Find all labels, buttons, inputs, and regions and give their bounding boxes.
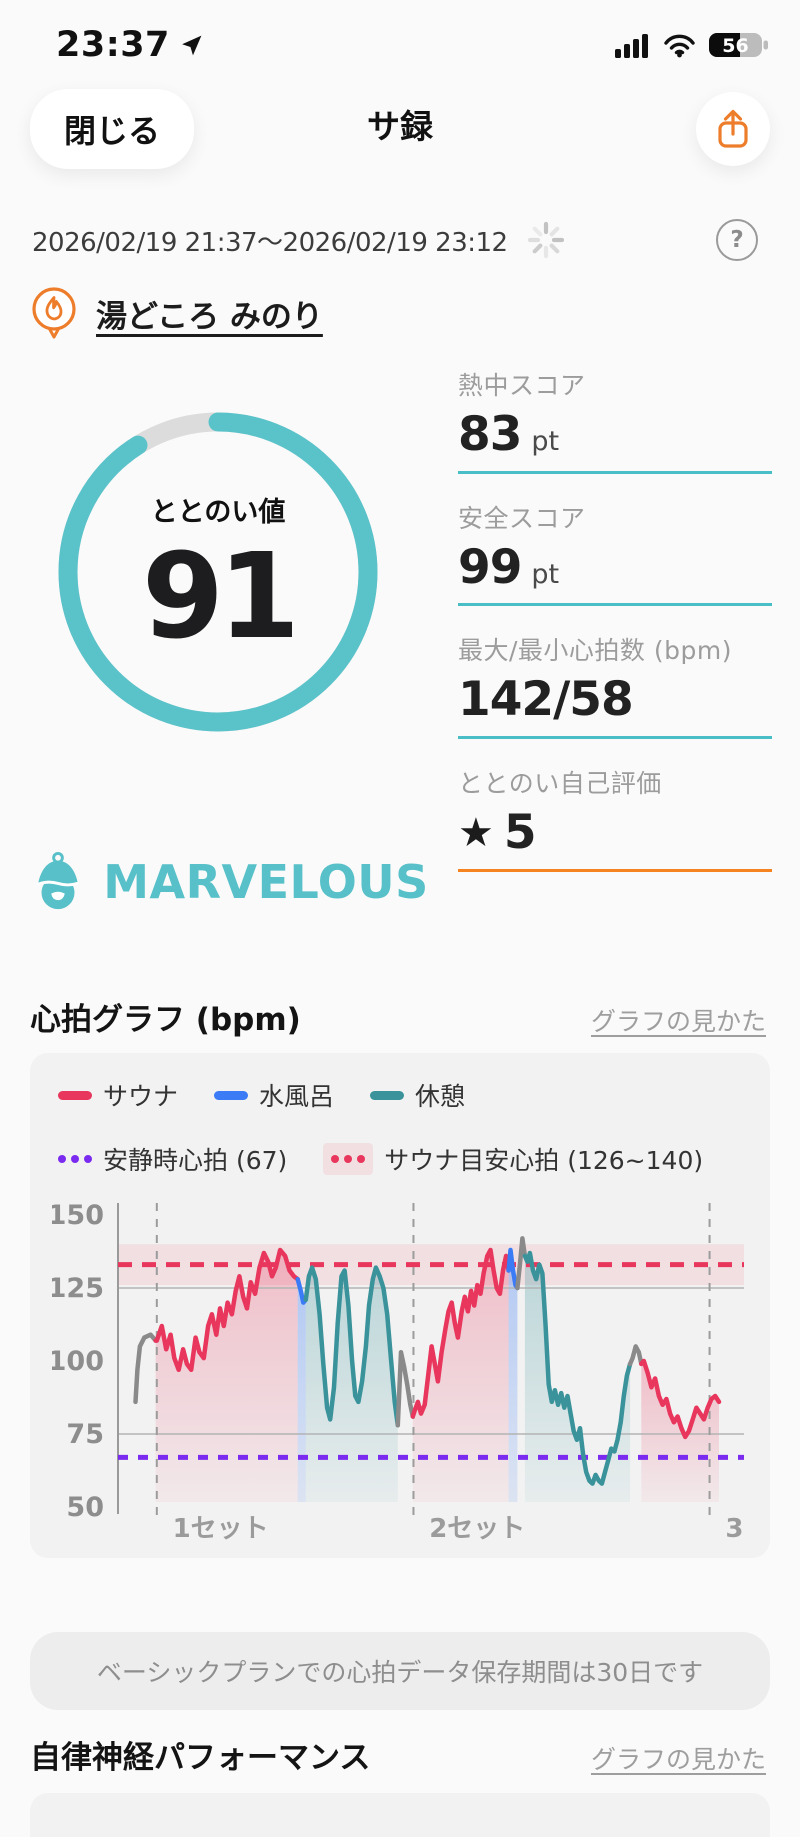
nav-header: サ録 閉じる	[0, 70, 800, 172]
svg-text:50: 50	[66, 1492, 104, 1523]
svg-text:1セット: 1セット	[173, 1514, 269, 1544]
legend-resting-hr: 安静時心拍 (67)	[58, 1141, 287, 1177]
stat-value: 83	[458, 407, 522, 462]
hr-section-title: 心拍グラフ (bpm)	[30, 1002, 301, 1038]
gauge-center: ととのい値 91	[48, 402, 388, 742]
venue-row: 湯どころ みのり	[0, 262, 800, 340]
status-time: 23:37	[56, 25, 204, 65]
stat-heat-score: 熱中スコア 83 pt	[458, 366, 772, 474]
svg-text:3: 3	[725, 1514, 743, 1544]
legend-label: サウナ目安心拍 (126~140)	[384, 1146, 704, 1175]
svg-text:150: 150	[52, 1200, 104, 1231]
stat-safety-score: 安全スコア 99 pt	[458, 499, 772, 607]
session-meta-row: 2026/02/19 21:37～2026/02/19 23:12 ?	[0, 172, 800, 262]
stat-max-min-hr: 最大/最小心拍数 (bpm) 142/58	[458, 631, 772, 740]
ans-section-header: 自律神経パフォーマンス グラフの見かた	[30, 1732, 766, 1777]
ans-chart-card-top	[30, 1793, 770, 1837]
stats-column: 熱中スコア 83 pt 安全スコア 99 pt 最大/最小心拍数 (bpm) 1…	[458, 366, 772, 897]
sauna-hat-icon	[37, 851, 80, 910]
score-area: ととのい値 91 MARVELOUS 熱中スコア 83 pt 安全スコア 99 …	[0, 364, 800, 940]
status-bar: 23:37 56	[0, 0, 800, 70]
close-button[interactable]: 閉じる	[30, 89, 195, 169]
battery-icon: 56	[709, 33, 768, 57]
loading-spinner-icon	[527, 221, 564, 259]
cold-bath-line-swatch	[214, 1090, 249, 1100]
legend-label: 安静時心拍 (67)	[103, 1146, 288, 1175]
totonoi-gauge-ring	[58, 412, 378, 732]
hr-chart-svg: 150 125 100 75 50 1セット 2セット 3	[48, 1200, 744, 1544]
stat-label: 安全スコア	[458, 503, 586, 533]
svg-text:2セット: 2セット	[429, 1514, 525, 1544]
battery-percent-text: 56	[722, 35, 748, 57]
stat-value: 99	[458, 539, 522, 595]
legend-sauna: サウナ	[58, 1077, 178, 1113]
share-icon	[718, 109, 748, 148]
location-arrow-icon	[182, 35, 202, 55]
rating-row: MARVELOUS	[0, 850, 456, 914]
gauge-value: 91	[141, 526, 300, 665]
stat-label: 熱中スコア	[458, 371, 586, 400]
stat-unit: pt	[531, 558, 560, 590]
page-title: サ録	[367, 107, 433, 146]
stat-value: 142/58	[458, 672, 634, 728]
status-icons: 56	[615, 30, 770, 60]
svg-text:75: 75	[66, 1419, 104, 1450]
hr-chart-card: サウナ 水風呂 休憩 安静時心拍 (67) サウナ目安心拍 (126~140)	[30, 1053, 770, 1558]
gauge-arc	[58, 412, 378, 732]
cellular-signal-icon	[615, 34, 648, 58]
hr-section-header: 心拍グラフ (bpm) グラフの見かた	[30, 994, 766, 1039]
legend-cold-bath: 水風呂	[214, 1077, 334, 1113]
flame-pin-icon	[32, 287, 76, 339]
stat-value: 5	[503, 805, 537, 861]
stat-label: ととのい自己評価	[458, 769, 662, 799]
svg-text:100: 100	[52, 1346, 104, 1377]
star-icon: ★	[458, 810, 494, 857]
stat-self-rating: ととのい自己評価 ★ 5	[458, 764, 772, 872]
legend-label: 休憩	[415, 1082, 466, 1111]
ans-section-title: 自律神経パフォーマンス	[30, 1740, 371, 1776]
legend-label: サウナ	[103, 1082, 179, 1111]
gauge-label: ととのい値	[150, 496, 286, 528]
rest-line-swatch	[370, 1090, 405, 1100]
session-date-range: 2026/02/19 21:37～2026/02/19 23:12	[32, 227, 508, 258]
clock-text: 23:37	[56, 25, 170, 65]
rating-text: MARVELOUS	[103, 855, 429, 909]
hr-chart-legend: サウナ 水風呂 休憩 安静時心拍 (67) サウナ目安心拍 (126~140)	[52, 1073, 748, 1189]
resting-hr-dots-swatch	[58, 1155, 92, 1163]
hr-graph-help-link[interactable]: グラフの見かた	[590, 1007, 766, 1036]
legend-label: 水風呂	[259, 1082, 335, 1111]
svg-text:125: 125	[52, 1273, 104, 1304]
help-button[interactable]: ?	[716, 219, 758, 261]
sauna-line-swatch	[58, 1090, 92, 1100]
venue-link[interactable]: 湯どころ みのり	[96, 298, 323, 335]
stat-label: 最大/最小心拍数 (bpm)	[458, 636, 732, 666]
sauna-target-band-swatch	[323, 1143, 374, 1175]
plan-retention-note: ベーシックプランでの心拍データ保存期間は30日です	[30, 1632, 770, 1710]
stat-unit: pt	[531, 426, 560, 457]
wifi-icon	[664, 34, 695, 58]
legend-sauna-target: サウナ目安心拍 (126~140)	[323, 1141, 703, 1177]
share-button[interactable]	[696, 92, 770, 166]
legend-rest: 休憩	[370, 1077, 465, 1113]
ans-graph-help-link[interactable]: グラフの見かた	[590, 1745, 766, 1774]
